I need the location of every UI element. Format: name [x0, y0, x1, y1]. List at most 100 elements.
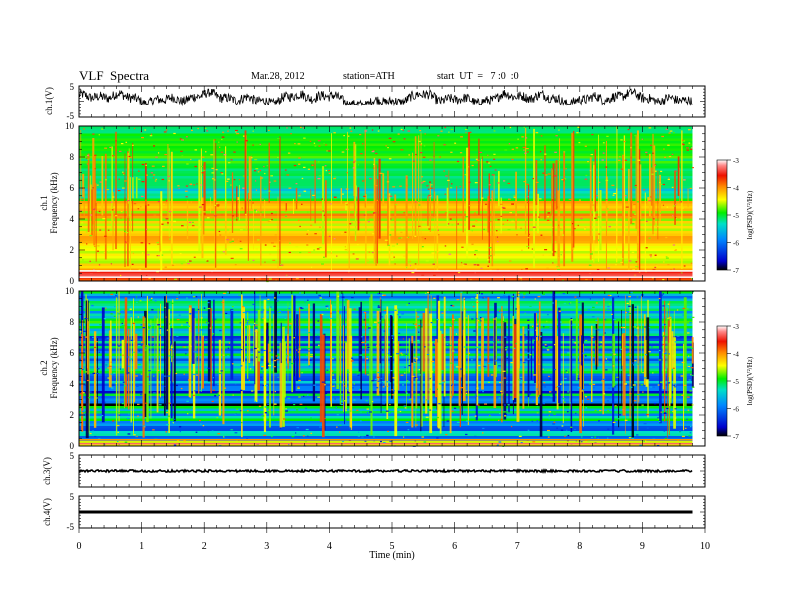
spectrogram-speckle: [433, 155, 435, 157]
spectrogram-speckle: [232, 394, 234, 396]
spectrogram-speckle: [231, 238, 234, 240]
spectrogram-speckle: [537, 395, 540, 397]
spectrogram-speckle: [199, 419, 201, 422]
spectrogram-speckle: [167, 415, 171, 417]
spectrogram-burst: [186, 200, 189, 240]
spectrogram-speckle: [620, 168, 623, 170]
spectrogram-speckle: [169, 238, 171, 240]
spectrogram-speckle: [215, 203, 218, 205]
spectrogram-speckle: [339, 431, 341, 433]
spectrogram-speckle: [487, 162, 491, 164]
spectrogram-speckle: [284, 215, 288, 217]
spectrogram-speckle: [660, 294, 663, 296]
spectrogram-speckle: [267, 403, 269, 406]
spectrogram-band: [79, 223, 693, 227]
spectrogram-burst: [348, 203, 350, 272]
spectrogram-speckle: [527, 329, 530, 331]
spectrogram-speckle: [447, 179, 450, 182]
spectrogram-speckle: [236, 141, 238, 143]
spectrogram-speckle: [682, 139, 684, 141]
spectrogram-speckle: [82, 259, 84, 261]
spectrogram-speckle: [608, 303, 611, 305]
spectrogram-speckle: [487, 381, 491, 383]
spectrogram-speckle: [271, 218, 273, 221]
spectrogram-speckle: [621, 306, 624, 308]
spectrogram-burst: [659, 174, 662, 221]
spectrogram-speckle: [214, 204, 216, 207]
spectrogram-speckle: [161, 254, 164, 256]
spectrogram-speckle: [367, 260, 369, 262]
colorbar-tick-label: -4: [733, 185, 739, 193]
spectrogram-speckle: [331, 370, 334, 372]
spectrogram-speckle: [309, 359, 312, 361]
spectrogram-speckle: [143, 418, 145, 421]
spectrogram-speckle: [511, 203, 515, 205]
spectrogram-burst: [451, 314, 454, 396]
spectrogram-burst: [605, 176, 608, 222]
spectrogram-speckle: [544, 344, 547, 346]
spectrogram-burst: [495, 317, 497, 377]
spectrogram-speckle: [371, 129, 374, 131]
spectrogram-speckle: [308, 350, 310, 352]
spectrogram-speckle: [463, 264, 466, 266]
spectrogram-speckle: [436, 251, 440, 253]
spectrogram-burst: [244, 130, 247, 215]
spectrogram-speckle: [367, 374, 369, 376]
spectrogram-speckle: [630, 147, 632, 149]
spectrogram-speckle: [528, 233, 530, 236]
spectrogram-speckle: [665, 257, 669, 259]
spectrogram-burst: [538, 301, 541, 395]
spectrogram-burst: [456, 185, 458, 270]
spectrogram-speckle: [347, 371, 350, 373]
spectrogram-speckle: [171, 264, 175, 266]
spectrogram-speckle: [150, 172, 154, 174]
spectrogram-speckle: [556, 266, 559, 268]
spectrogram-speckle: [96, 372, 100, 375]
spectrogram-speckle: [104, 401, 106, 403]
spectrogram-speckle: [112, 155, 114, 157]
spectrogram-speckle: [339, 424, 342, 426]
spectrogram-speckle: [667, 144, 670, 146]
spectrogram-speckle: [589, 169, 592, 172]
spectrogram-speckle: [687, 332, 690, 334]
spectrogram-speckle: [185, 185, 189, 187]
spectrogram-speckle: [357, 435, 360, 437]
spectrogram-speckle: [186, 297, 188, 299]
spectrogram-speckle: [173, 132, 176, 135]
spectrogram-speckle: [202, 425, 205, 427]
spectrogram-speckle: [141, 252, 144, 254]
spectrogram-speckle: [384, 239, 388, 241]
spectrogram-speckle: [317, 320, 320, 322]
spectrogram-speckle: [229, 184, 232, 186]
spectrogram-speckle: [476, 301, 479, 304]
spectrogram-speckle: [99, 324, 102, 326]
spectrogram-speckle: [406, 380, 409, 382]
spectrogram-speckle: [429, 181, 431, 183]
spectrogram-speckle: [455, 333, 458, 335]
spectrogram-speckle: [120, 217, 122, 219]
spectrogram-speckle: [436, 416, 439, 419]
spectrogram-burst: [528, 184, 530, 249]
spectrogram-burst: [580, 335, 584, 366]
spectrogram-speckle: [89, 260, 91, 263]
spectrogram-burst: [643, 314, 646, 385]
spectrogram-speckle: [446, 309, 449, 311]
spectrogram-speckle: [446, 343, 449, 346]
spectrogram-speckle: [299, 126, 302, 128]
spectrogram-speckle: [434, 343, 436, 345]
spectrogram-speckle: [420, 182, 424, 184]
spectrogram-speckle: [234, 129, 238, 132]
spectrogram-speckle: [124, 241, 127, 243]
spectrogram-speckle: [377, 292, 381, 295]
spectrogram-speckle: [569, 402, 571, 404]
spectrogram-speckle: [79, 424, 82, 426]
spectrogram-speckle: [689, 148, 693, 150]
time-axis-tick-label: 5: [390, 541, 395, 552]
spectrogram-speckle: [578, 275, 580, 277]
spectrogram-speckle: [674, 386, 677, 388]
spectrogram-speckle: [300, 292, 304, 294]
spectrogram-speckle: [110, 201, 113, 203]
spectrogram-speckle: [271, 242, 274, 244]
spectrogram-speckle: [276, 300, 279, 302]
spectrogram-speckle: [159, 334, 161, 336]
